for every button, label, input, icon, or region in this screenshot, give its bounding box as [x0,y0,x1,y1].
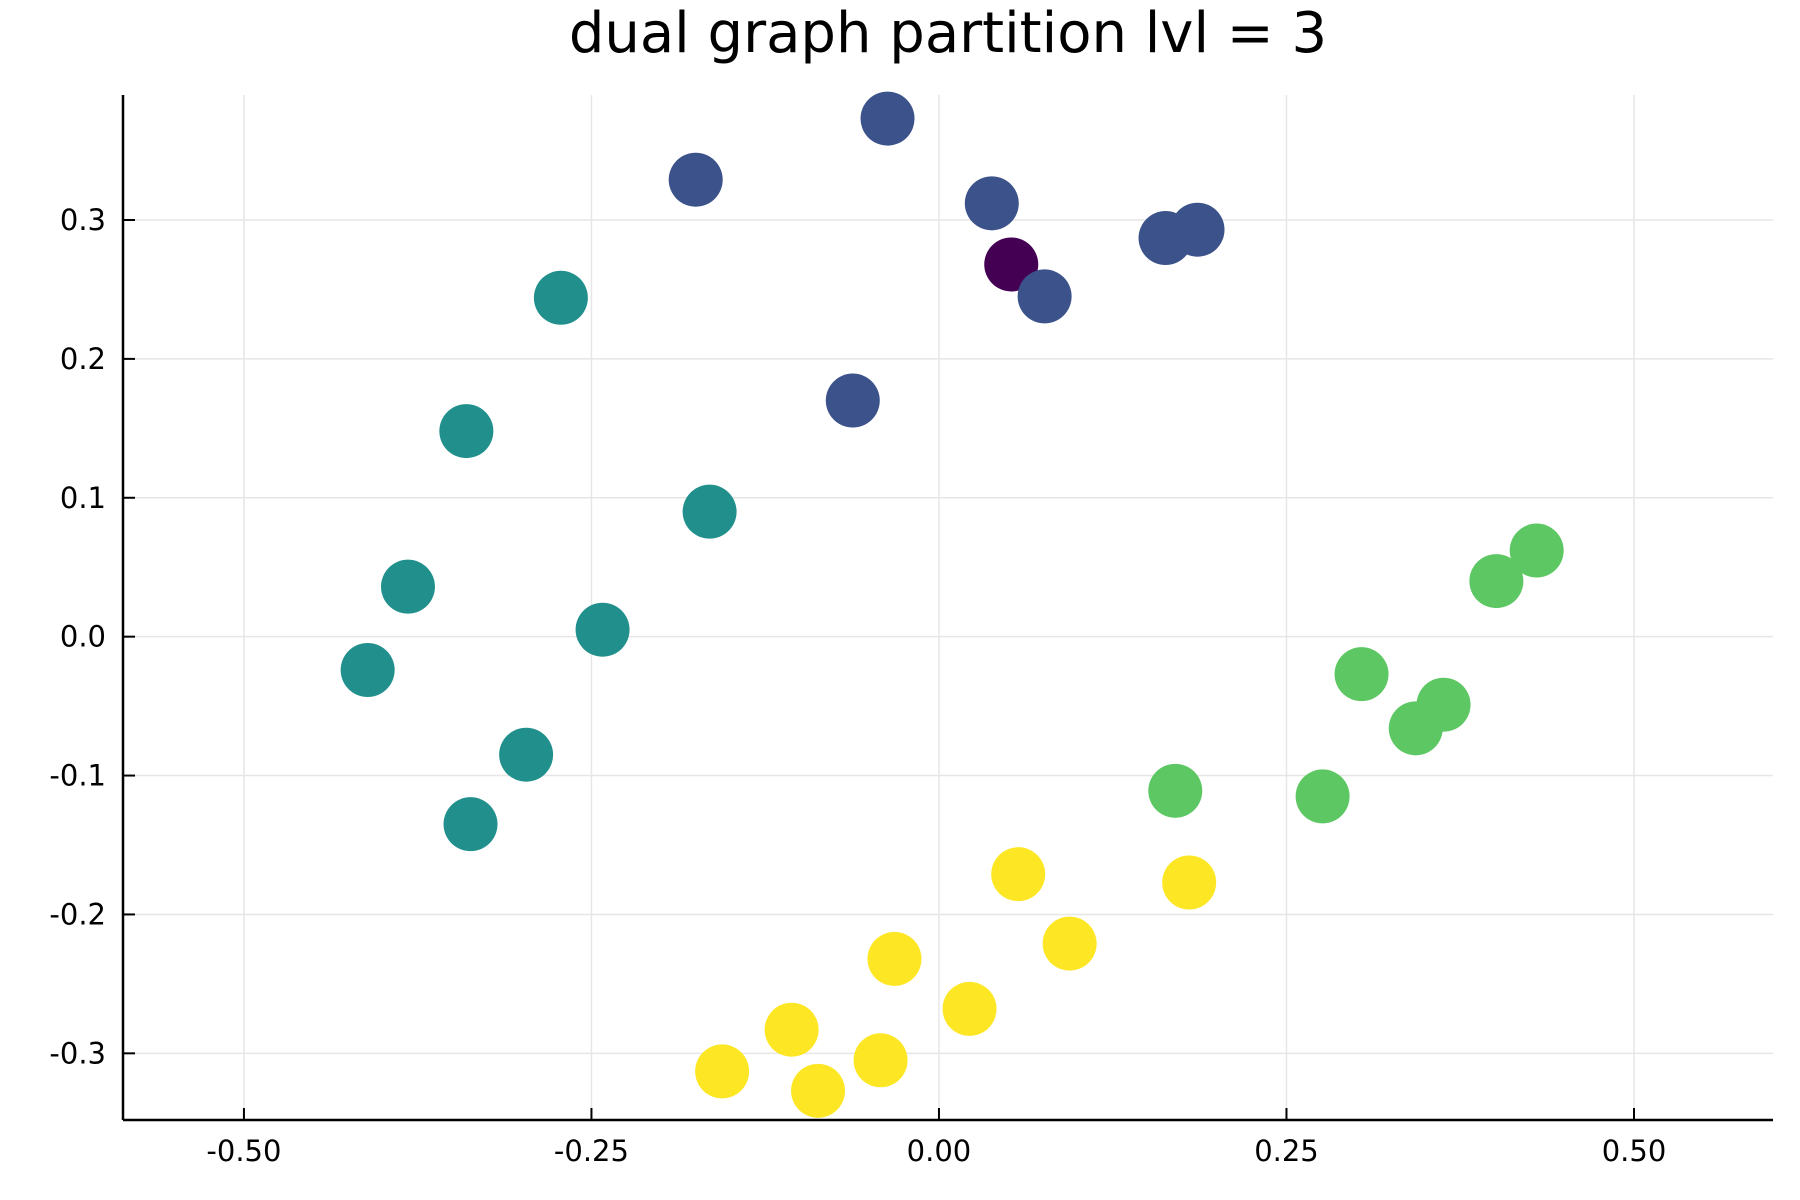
data-point [867,931,922,986]
data-point [499,727,554,782]
y-tick-label: -0.3 [49,1036,106,1070]
data-point [860,91,915,146]
data-point [1017,269,1072,324]
data-point [1469,554,1524,609]
chart-title: dual graph partition lvl = 3 [569,1,1327,66]
x-tick-label: 0.50 [1602,1134,1667,1168]
data-point [1295,769,1350,824]
y-tick-label: 0.0 [60,620,106,654]
data-point [764,1002,819,1057]
data-point [791,1063,846,1118]
data-point [533,270,588,325]
data-point [380,559,435,614]
data-point [668,152,723,207]
x-tick-label: -0.50 [206,1134,281,1168]
data-point [340,643,395,697]
y-tick-label: -0.1 [49,759,106,793]
data-point [575,602,630,657]
data-point [942,981,997,1036]
data-point [443,797,498,852]
tick-marks [123,219,1635,1120]
data-point [1148,763,1203,818]
data-point [439,404,494,459]
y-tick-label: 0.1 [60,481,106,515]
data-point [1170,202,1225,257]
data-point [1509,523,1564,578]
data-point [825,373,880,428]
data-point [1162,855,1217,910]
y-tick-label: 0.2 [60,342,106,376]
data-points [340,91,1564,1118]
x-tick-label: 0.00 [907,1134,972,1168]
data-point [964,176,1019,231]
tick-labels: -0.50 -0.25 0.00 0.25 0.50 -0.3 -0.2 -0.1 0.0 0.1… [49,203,1666,1168]
data-point [984,237,1039,292]
x-tick-label: -0.25 [554,1134,629,1168]
x-tick-label: 0.25 [1254,1134,1319,1168]
y-tick-label: 0.3 [60,203,106,237]
data-point [853,1033,908,1088]
data-point [1388,701,1443,756]
grid-lines [123,95,1773,1120]
data-point [991,847,1046,902]
data-point [682,484,737,539]
y-tick-label: -0.2 [49,897,106,931]
axes [121,95,1773,1122]
data-point [1334,647,1389,702]
data-point [695,1044,750,1099]
data-point [1042,916,1097,971]
